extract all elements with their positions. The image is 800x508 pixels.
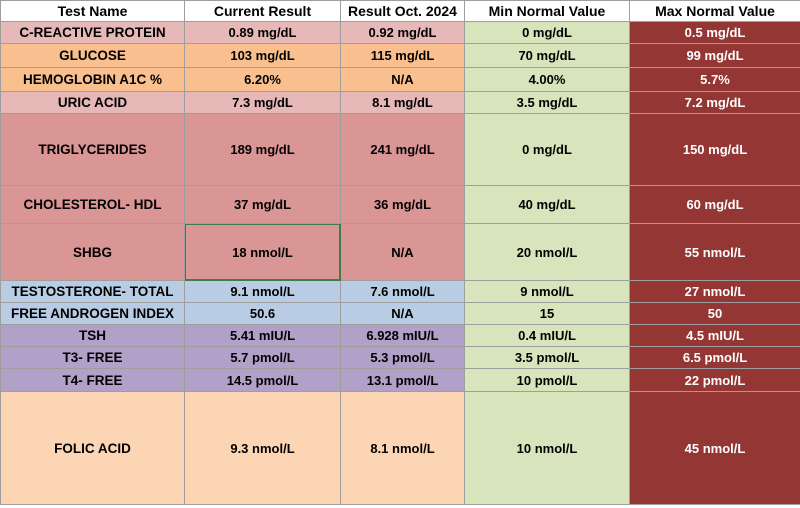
previous-result-cell[interactable]: N/A: [340, 67, 465, 92]
table-row: URIC ACID 7.3 mg/dL 8.1 mg/dL 3.5 mg/dL 7.2 …: [0, 91, 800, 114]
current-result-cell[interactable]: 103 mg/dL: [184, 43, 341, 68]
max-normal-cell[interactable]: 150 mg/dL: [629, 113, 800, 186]
previous-result-cell[interactable]: 0.92 mg/dL: [340, 21, 465, 44]
test-name-cell[interactable]: CHOLESTEROL- HDL: [0, 185, 185, 224]
min-normal-cell[interactable]: 40 mg/dL: [464, 185, 630, 224]
table-row: GLUCOSE 103 mg/dL 115 mg/dL 70 mg/dL 99 mg/d…: [0, 43, 800, 68]
min-normal-cell[interactable]: 20 nmol/L: [464, 223, 630, 281]
header-test-name[interactable]: Test Name: [0, 0, 185, 22]
previous-result-cell[interactable]: 8.1 nmol/L: [340, 391, 465, 505]
test-name-cell[interactable]: TESTOSTERONE- TOTAL: [0, 280, 185, 303]
max-normal-cell[interactable]: 99 mg/dL: [629, 43, 800, 68]
current-result-cell[interactable]: 189 mg/dL: [184, 113, 341, 186]
previous-result-cell[interactable]: N/A: [340, 223, 465, 281]
table-row: TESTOSTERONE- TOTAL 9.1 nmol/L 7.6 nmol/L 9…: [0, 280, 800, 303]
current-result-cell[interactable]: 37 mg/dL: [184, 185, 341, 224]
current-result-cell[interactable]: 9.1 nmol/L: [184, 280, 341, 303]
current-result-cell[interactable]: 7.3 mg/dL: [184, 91, 341, 114]
max-normal-cell[interactable]: 22 pmol/L: [629, 368, 800, 392]
previous-result-cell[interactable]: 8.1 mg/dL: [340, 91, 465, 114]
test-name-cell[interactable]: TRIGLYCERIDES: [0, 113, 185, 186]
table-row: T4- FREE 14.5 pmol/L 13.1 pmol/L 10 pmol/L 2…: [0, 368, 800, 392]
min-normal-cell[interactable]: 3.5 mg/dL: [464, 91, 630, 114]
max-normal-cell[interactable]: 5.7%: [629, 67, 800, 92]
test-name-cell[interactable]: C-REACTIVE PROTEIN: [0, 21, 185, 44]
current-result-cell[interactable]: 6.20%: [184, 67, 341, 92]
table-row: FREE ANDROGEN INDEX 50.6 N/A 15 50: [0, 302, 800, 325]
min-normal-cell[interactable]: 3.5 pmol/L: [464, 346, 630, 369]
max-normal-cell[interactable]: 27 nmol/L: [629, 280, 800, 303]
current-result-cell[interactable]: 9.3 nmol/L: [184, 391, 341, 505]
previous-result-cell[interactable]: 6.928 mIU/L: [340, 324, 465, 347]
previous-result-cell[interactable]: 241 mg/dL: [340, 113, 465, 186]
max-normal-cell[interactable]: 60 mg/dL: [629, 185, 800, 224]
test-name-cell[interactable]: T4- FREE: [0, 368, 185, 392]
previous-result-cell[interactable]: 36 mg/dL: [340, 185, 465, 224]
test-name-cell[interactable]: GLUCOSE: [0, 43, 185, 68]
test-name-cell[interactable]: FREE ANDROGEN INDEX: [0, 302, 185, 325]
max-normal-cell[interactable]: 50: [629, 302, 800, 325]
table-row: T3- FREE 5.7 pmol/L 5.3 pmol/L 3.5 pmol/L 6.…: [0, 346, 800, 369]
min-normal-cell[interactable]: 10 pmol/L: [464, 368, 630, 392]
header-current-result[interactable]: Current Result: [184, 0, 341, 22]
test-name-cell[interactable]: SHBG: [0, 223, 185, 281]
max-normal-cell[interactable]: 6.5 pmol/L: [629, 346, 800, 369]
table-row: CHOLESTEROL- HDL 37 mg/dL 36 mg/dL 40 mg/dL…: [0, 185, 800, 224]
table-row: TSH 5.41 mIU/L 6.928 mIU/L 0.4 mIU/L 4.5 mIU…: [0, 324, 800, 347]
previous-result-cell[interactable]: 13.1 pmol/L: [340, 368, 465, 392]
previous-result-cell[interactable]: 115 mg/dL: [340, 43, 465, 68]
header-result-oct-2024[interactable]: Result Oct. 2024: [340, 0, 465, 22]
min-normal-cell[interactable]: 10 nmol/L: [464, 391, 630, 505]
max-normal-cell[interactable]: 55 nmol/L: [629, 223, 800, 281]
header-min-normal-value[interactable]: Min Normal Value: [464, 0, 630, 22]
table-row: HEMOGLOBIN A1C % 6.20% N/A 4.00% 5.7%: [0, 67, 800, 92]
results-body: C-REACTIVE PROTEIN 0.89 mg/dL 0.92 mg/dL 0 …: [0, 21, 800, 505]
min-normal-cell[interactable]: 4.00%: [464, 67, 630, 92]
current-result-cell[interactable]: 0.89 mg/dL: [184, 21, 341, 44]
table-row: TRIGLYCERIDES 189 mg/dL 241 mg/dL 0 mg/dL 15…: [0, 113, 800, 186]
min-normal-cell[interactable]: 9 nmol/L: [464, 280, 630, 303]
max-normal-cell[interactable]: 0.5 mg/dL: [629, 21, 800, 44]
min-normal-cell[interactable]: 0.4 mIU/L: [464, 324, 630, 347]
max-normal-cell[interactable]: 7.2 mg/dL: [629, 91, 800, 114]
test-name-cell[interactable]: URIC ACID: [0, 91, 185, 114]
header-max-normal-value[interactable]: Max Normal Value: [629, 0, 800, 22]
table-row: SHBG 18 nmol/L N/A 20 nmol/L 55 nmol/L: [0, 223, 800, 281]
previous-result-cell[interactable]: N/A: [340, 302, 465, 325]
min-normal-cell[interactable]: 15: [464, 302, 630, 325]
previous-result-cell[interactable]: 7.6 nmol/L: [340, 280, 465, 303]
current-result-cell[interactable]: 50.6: [184, 302, 341, 325]
max-normal-cell[interactable]: 4.5 mIU/L: [629, 324, 800, 347]
header-row: Test Name Current Result Result Oct. 202…: [0, 0, 800, 22]
test-name-cell[interactable]: T3- FREE: [0, 346, 185, 369]
table-row: C-REACTIVE PROTEIN 0.89 mg/dL 0.92 mg/dL 0 …: [0, 21, 800, 44]
current-result-cell[interactable]: 5.7 pmol/L: [184, 346, 341, 369]
current-result-cell[interactable]: 14.5 pmol/L: [184, 368, 341, 392]
test-name-cell[interactable]: FOLIC ACID: [0, 391, 185, 505]
min-normal-cell[interactable]: 0 mg/dL: [464, 113, 630, 186]
max-normal-cell[interactable]: 45 nmol/L: [629, 391, 800, 505]
min-normal-cell[interactable]: 70 mg/dL: [464, 43, 630, 68]
test-name-cell[interactable]: HEMOGLOBIN A1C %: [0, 67, 185, 92]
test-name-cell[interactable]: TSH: [0, 324, 185, 347]
previous-result-cell[interactable]: 5.3 pmol/L: [340, 346, 465, 369]
table-row: FOLIC ACID 9.3 nmol/L 8.1 nmol/L 10 nmol/L 4…: [0, 391, 800, 505]
min-normal-cell[interactable]: 0 mg/dL: [464, 21, 630, 44]
current-result-cell[interactable]: 18 nmol/L: [184, 223, 341, 281]
current-result-cell[interactable]: 5.41 mIU/L: [184, 324, 341, 347]
